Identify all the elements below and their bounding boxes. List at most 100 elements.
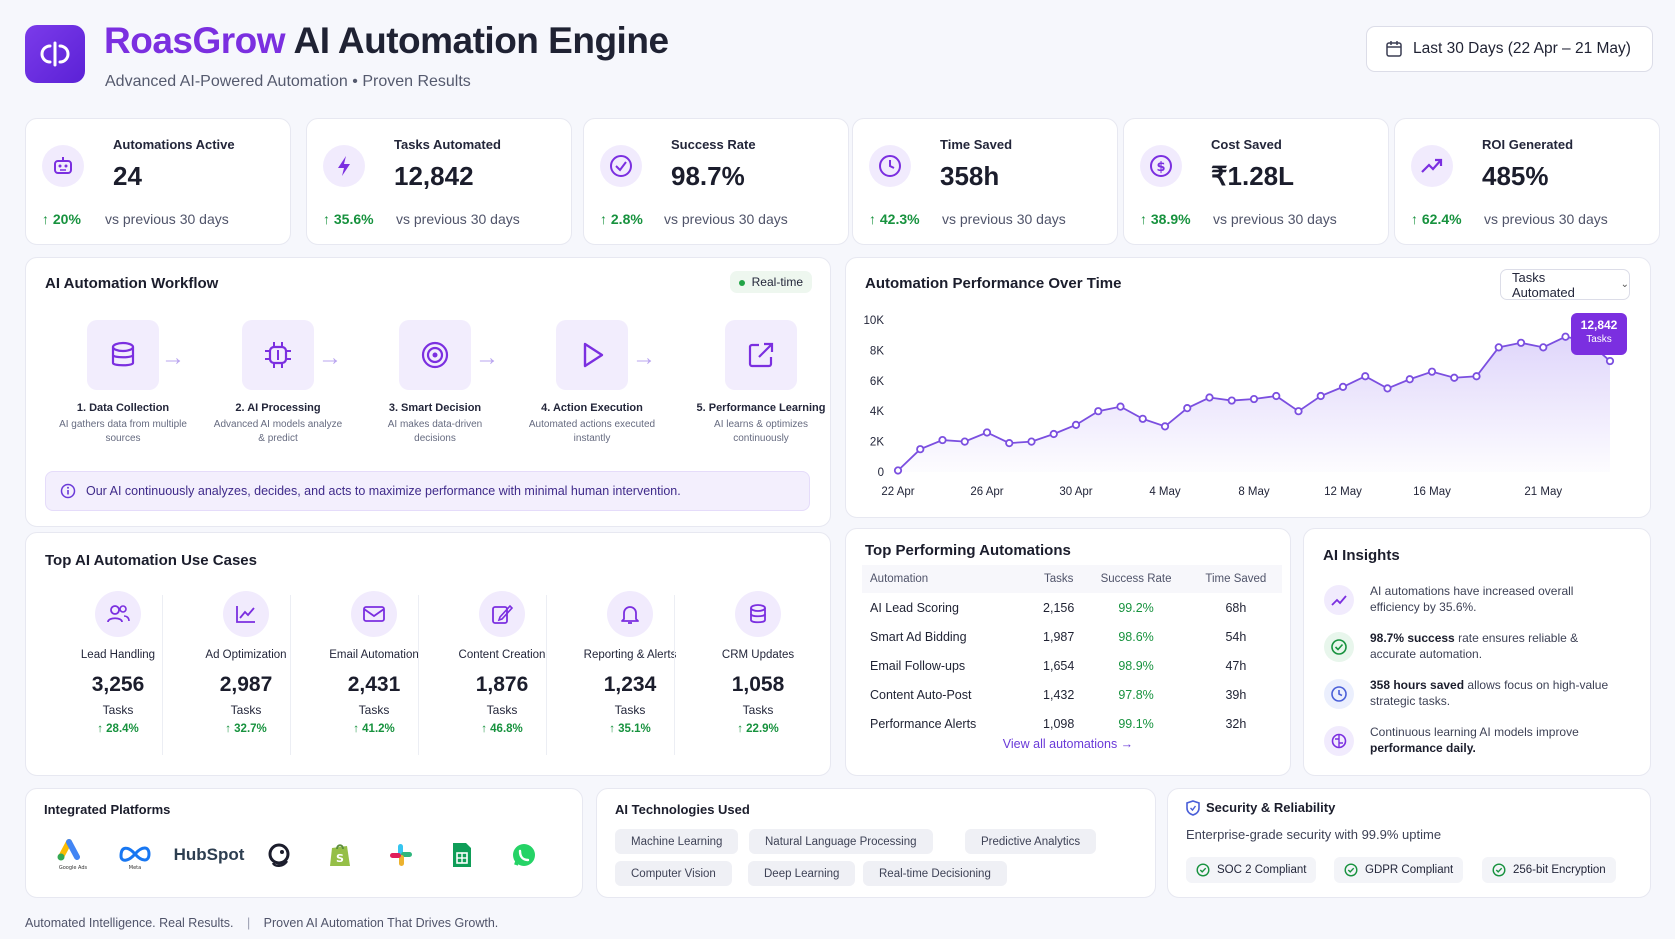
data-point [1405, 375, 1414, 384]
use-case-lead-handling: Lead Handling 3,256 Tasks ↑ 28.4% [54, 591, 182, 735]
ai-technologies-card: AI Technologies Used Machine Learning Na… [596, 788, 1156, 898]
cert-gdpr: GDPR Compliant [1334, 857, 1464, 883]
workflow-step-smart-decision: 3. Smart Decision AI makes data-driven d… [360, 320, 510, 446]
use-case-unit: Tasks [230, 703, 262, 717]
performance-chart: 0 2K 4K 6K 8K 10K 22 Apr 26 Apr 30 Apr 4 May 8 May… [864, 315, 1615, 498]
step-desc: AI learns & optimizes continuously [714, 419, 808, 444]
bolt-icon [323, 145, 365, 187]
table-row[interactable]: Smart Ad Bidding 1,987 98.6% 54h [862, 622, 1282, 651]
data-point [1160, 422, 1170, 431]
table-row[interactable]: Email Follow-ups 1,654 98.9% 47h [862, 651, 1282, 680]
data-point [1494, 343, 1503, 352]
use-case-unit: Tasks [486, 703, 518, 717]
series-area [898, 336, 1610, 472]
data-point [1227, 396, 1236, 405]
date-range-button[interactable]: Last 30 Days (22 Apr – 21 May) [1366, 26, 1653, 72]
data-point [1249, 394, 1259, 404]
cert-label: GDPR Compliant [1365, 864, 1454, 876]
use-case-change: ↑ 32.7% [225, 723, 267, 735]
robot-icon [42, 145, 84, 187]
kpi-card-success-rate: Success Rate 98.7% ↑ 2.8% vs previous 30… [583, 118, 849, 245]
tech-chip: Machine Learning [615, 829, 739, 854]
use-case-name: Content Creation [458, 649, 546, 661]
footer: Automated Intelligence. Real Results. | … [25, 916, 498, 930]
data-point [1338, 382, 1348, 391]
check-circle-icon [1196, 863, 1210, 877]
kpi-change: ↑ 38.9% [1140, 211, 1191, 227]
kpi-change: ↑ 35.6% [323, 211, 374, 227]
tooltip-value: 12,842 [1580, 318, 1618, 332]
kpi-value: 12,842 [394, 161, 474, 191]
cell-time: 54h [1225, 629, 1247, 644]
trend-up-icon [1324, 585, 1354, 615]
cell-tasks: 1,654 [1043, 658, 1075, 673]
security-title: Security & Reliability [1206, 800, 1336, 815]
shopify-logo-icon: S [320, 835, 360, 875]
data-point [1316, 391, 1325, 401]
step-desc: Advanced AI models analyze & predict [213, 419, 343, 444]
table-row[interactable]: AI Lead Scoring 2,156 99.2% 68h [862, 593, 1282, 622]
data-point [1027, 437, 1036, 446]
view-all-automations-link[interactable]: View all automations → [1002, 737, 1134, 751]
cell-tasks: 1,987 [1043, 629, 1075, 644]
kpi-label: Success Rate [671, 137, 756, 152]
performance-chart-card: Automation Performance Over Time Tasks A… [845, 257, 1651, 518]
platform-label: Meta [129, 865, 141, 871]
brain-icon [1324, 726, 1354, 756]
database-icon [87, 320, 159, 390]
use-case-name: Reporting & Alerts [583, 649, 677, 661]
column-header: Time Saved [1189, 565, 1282, 593]
insight-text: Continuous learning AI models improve [1370, 725, 1579, 739]
x-tick-label: 21 May [1524, 486, 1562, 498]
divider [674, 595, 675, 755]
data-point [893, 466, 903, 475]
table-row[interactable]: Performance Alerts 1,098 99.1% 32h [862, 709, 1282, 738]
users-icon [95, 591, 141, 637]
google-ads-logo-icon: Google Ads [53, 835, 93, 875]
kpi-compare: vs previous 30 days [942, 211, 1066, 227]
cell-tasks: 1,098 [1043, 716, 1075, 731]
meta-logo-icon: Meta [115, 835, 155, 875]
workflow-step-performance-learning: 5. Performance Learning AI learns & opti… [686, 320, 836, 446]
metric-dropdown[interactable]: Tasks Automated ⌄ [1500, 269, 1630, 300]
use-case-crm-updates: CRM Updates 1,058 Tasks ↑ 22.9% [694, 591, 822, 735]
data-point [1361, 372, 1370, 381]
cell-time: 47h [1225, 658, 1247, 673]
use-case-change: ↑ 28.4% [97, 723, 139, 735]
step-desc: AI gathers data from multiple sources [59, 419, 187, 444]
kpi-card-cost-saved: $ Cost Saved ₹1.28L ↑ 38.9% vs previous … [1123, 118, 1389, 245]
cell-success: 98.9% [1118, 658, 1154, 673]
page-title: RoasGrow AI Automation Engine [104, 20, 669, 62]
cert-label: 256-bit Encryption [1513, 864, 1606, 876]
table-row[interactable]: Content Auto-Post 1,432 97.8% 39h [862, 680, 1282, 709]
kpi-card-time-saved: Time Saved 358h ↑ 42.3% vs previous 30 d… [852, 118, 1118, 245]
use-case-value: 3,256 [91, 673, 145, 696]
shield-icon [1186, 800, 1200, 821]
divider [418, 595, 419, 755]
use-case-name: Email Automation [329, 649, 419, 661]
kpi-compare: vs previous 30 days [396, 211, 520, 227]
use-case-name: CRM Updates [721, 649, 795, 661]
cell-success: 99.2% [1118, 600, 1154, 615]
insight-text: AI automations have increased overall ef… [1370, 584, 1574, 614]
kpi-value: 485% [1482, 161, 1549, 191]
use-case-email-automation: Email Automation 2,431 Tasks ↑ 41.2% [310, 591, 438, 735]
column-header: Automation [862, 565, 1035, 593]
x-tick-label: 30 Apr [1059, 486, 1092, 498]
clock-icon [869, 145, 911, 187]
tech-chip: Natural Language Processing [749, 829, 933, 854]
data-point [938, 435, 947, 445]
check-circle-icon [600, 145, 642, 187]
use-cases-title: Top AI Automation Use Cases [45, 552, 257, 569]
footer-right: Proven AI Automation That Drives Growth. [263, 916, 499, 930]
y-tick-label: 8K [870, 345, 884, 357]
use-case-unit: Tasks [358, 703, 390, 717]
chart-title: Automation Performance Over Time [865, 275, 1122, 292]
database-icon [735, 591, 781, 637]
mailchimp-logo-icon [259, 835, 299, 875]
data-point [1561, 332, 1570, 341]
use-case-name: Ad Optimization [205, 649, 287, 661]
workflow-step-action-execution: 4. Action Execution Automated actions ex… [517, 320, 667, 446]
platforms-title: Integrated Platforms [44, 802, 171, 817]
use-case-content-creation: Content Creation 1,876 Tasks ↑ 46.8% [438, 591, 566, 735]
